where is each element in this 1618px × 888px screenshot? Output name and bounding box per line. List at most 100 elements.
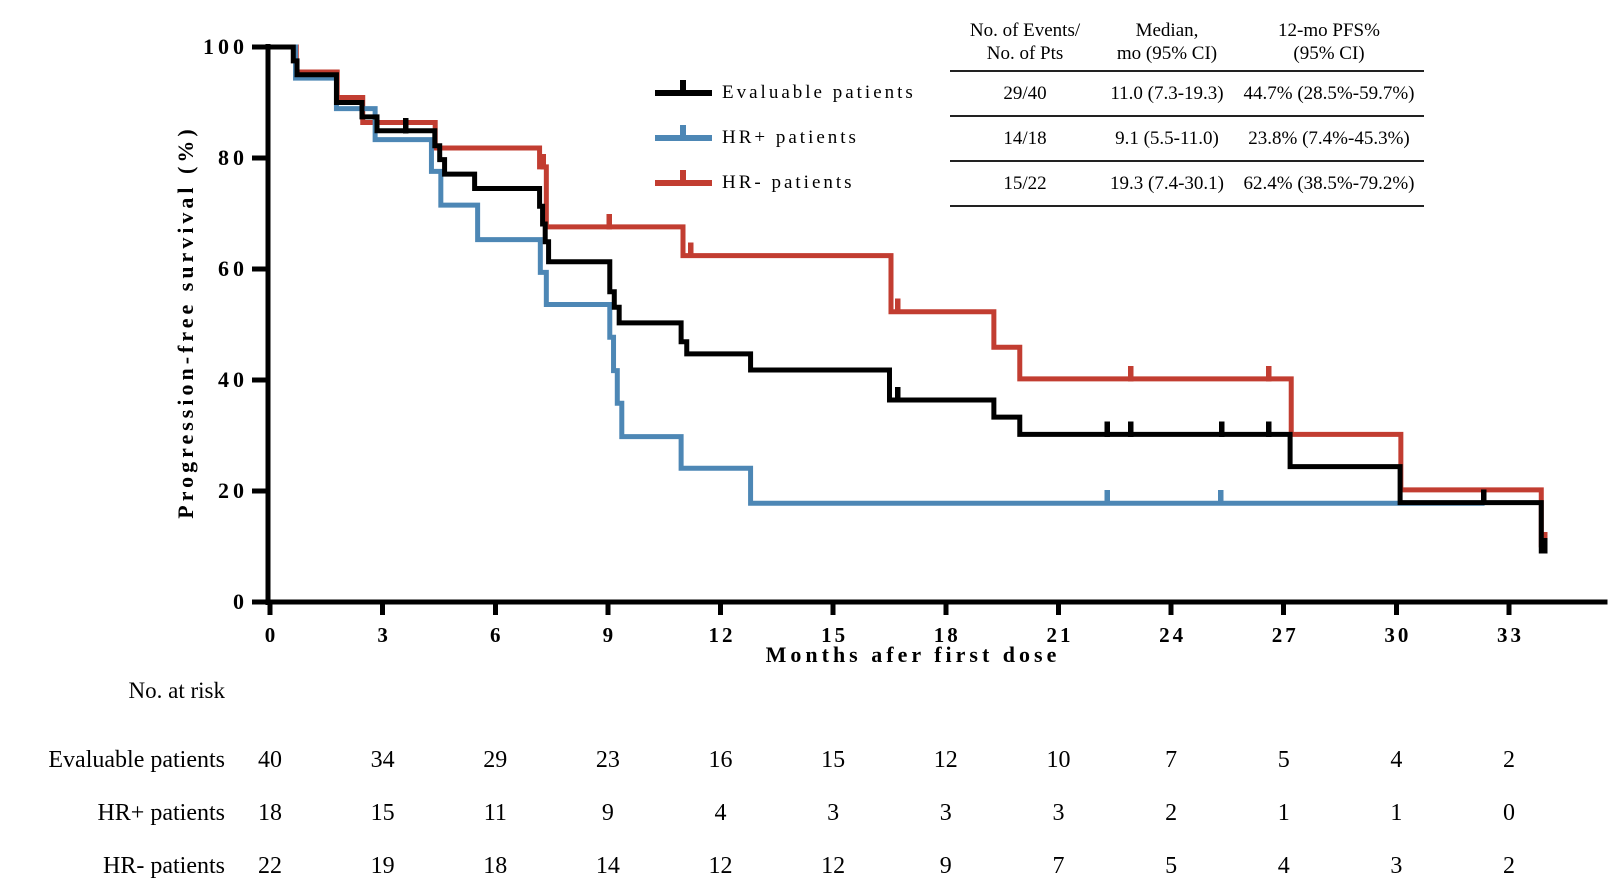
- y-axis-tick: [252, 155, 266, 161]
- legend-censor-tick-evaluable: [680, 80, 686, 93]
- legend-line-evaluable: [655, 90, 712, 96]
- legend-censor-tick-hr-positive: [680, 125, 686, 138]
- y-tick-label-100: 100: [203, 34, 248, 59]
- at-risk-row-label: Evaluable patients: [48, 747, 225, 773]
- censor-tick-evaluable: [1541, 537, 1548, 554]
- legend-label-hr-positive: HR+ patients: [722, 127, 859, 148]
- stats-cell: 14/18: [950, 116, 1100, 162]
- at-risk-count: 16: [708, 747, 733, 773]
- y-axis-tick: [252, 599, 266, 605]
- at-risk-count: 34: [370, 747, 395, 773]
- at-risk-count: 4: [1390, 747, 1403, 773]
- x-tick-label-27: 27: [1271, 623, 1299, 647]
- km-curve-hr-negative: [270, 44, 1546, 548]
- legend-censor-tick-hr-negative: [680, 170, 686, 183]
- censor-tick-hr-negative: [540, 153, 547, 170]
- stats-cell: 11.0 (7.3-19.3): [1100, 71, 1234, 117]
- km-curve-hr-positive: [270, 44, 1485, 506]
- censor-tick-hr-negative: [1127, 365, 1134, 382]
- x-tick-label-18: 18: [933, 623, 961, 647]
- x-axis-title: Months afer first dose: [765, 642, 1061, 667]
- at-risk-count: 4: [1277, 853, 1290, 879]
- at-risk-count: 5: [1277, 747, 1290, 773]
- x-axis-tick: [718, 602, 724, 615]
- km-curve-evaluable: [270, 44, 1546, 554]
- stats-header-1: No. of Events/No. of Pts: [950, 14, 1100, 72]
- stats-cell: 23.8% (7.4%-45.3%): [1234, 116, 1424, 162]
- censor-tick-hr-positive: [1217, 490, 1224, 506]
- at-risk-count: 9: [939, 853, 952, 879]
- x-axis-tick: [380, 602, 386, 615]
- y-tick-label-60: 60: [218, 256, 248, 281]
- at-risk-count: 15: [821, 747, 846, 773]
- stats-cell: 15/22: [950, 161, 1100, 207]
- at-risk-row-label: HR- patients: [103, 853, 225, 879]
- stats-cell: 9.1 (5.5-11.0): [1100, 116, 1234, 162]
- at-risk-count: 18: [258, 800, 282, 826]
- outcome-stats-table: No. of Events/No. of Pts Median, mo (95% C…: [950, 14, 1424, 207]
- at-risk-count: 7: [1052, 853, 1065, 879]
- at-risk-row-evaluable: Evaluable patients 40 34 29 23 16 15 12 10 7 5 4 2: [0, 743, 1618, 777]
- y-tick-label-0: 0: [233, 589, 248, 614]
- at-risk-count: 18: [483, 853, 508, 879]
- at-risk-count: 12: [933, 747, 958, 773]
- at-risk-count: 1: [1390, 800, 1403, 826]
- censor-tick-hr-negative: [606, 213, 613, 230]
- stats-cell: 29/40: [950, 71, 1100, 117]
- at-risk-count: 2: [1165, 800, 1178, 826]
- y-axis-title: Progression-free survival (%): [173, 125, 198, 519]
- y-axis-tick: [252, 488, 266, 494]
- at-risk-count: 2: [1502, 747, 1515, 773]
- legend-line-hr-negative: [655, 180, 712, 186]
- stats-cell: 19.3 (7.4-30.1): [1100, 161, 1234, 207]
- stats-table: No. of Events/No. of Pts Median, mo (95% C…: [950, 14, 1424, 207]
- x-axis-tick: [1055, 602, 1061, 615]
- x-tick-label-33: 33: [1496, 623, 1524, 647]
- x-axis-tick: [605, 602, 611, 615]
- at-risk-count: 19: [370, 853, 395, 879]
- x-tick-label-21: 21: [1046, 623, 1074, 647]
- x-axis-tick: [943, 602, 949, 615]
- legend-label-evaluable: Evaluable patients: [722, 82, 916, 103]
- censor-tick-evaluable: [895, 386, 901, 403]
- censor-tick-evaluable: [1265, 421, 1272, 437]
- stats-header-2: Median, mo (95% CI): [1100, 14, 1234, 72]
- stats-cell: 62.4% (38.5%-79.2%): [1234, 161, 1424, 207]
- legend-line-hr-positive: [655, 135, 712, 141]
- at-risk-count: 4: [714, 800, 727, 826]
- at-risk-count: 5: [1165, 853, 1178, 879]
- at-risk-count: 9: [601, 800, 614, 826]
- x-axis-tick: [1506, 602, 1512, 615]
- at-risk-row-hr-positive: HR+ patients 18 15 11 9 4 3 3 3 2 1 1 0: [0, 796, 1618, 830]
- at-risk-count: 11: [483, 800, 507, 826]
- censor-tick-evaluable: [1219, 421, 1225, 437]
- at-risk-count: 3: [1390, 853, 1403, 879]
- censor-tick-evaluable: [403, 117, 409, 134]
- at-risk-count: 40: [258, 747, 282, 773]
- stats-cell: 44.7% (28.5%-59.7%): [1234, 71, 1424, 117]
- censor-tick-evaluable: [1127, 421, 1134, 437]
- at-risk-count: 12: [708, 853, 733, 879]
- x-axis-tick: [1281, 602, 1287, 615]
- at-risk-count: 23: [595, 747, 620, 773]
- y-axis-tick: [252, 377, 266, 383]
- at-risk-row-label: HR+ patients: [97, 800, 225, 826]
- y-tick-label-80: 80: [218, 145, 248, 170]
- x-axis-tick: [1168, 602, 1174, 615]
- at-risk-count: 3: [1052, 800, 1065, 826]
- x-axis-tick: [830, 602, 836, 615]
- x-tick-label-6: 6: [490, 623, 504, 647]
- censor-tick-hr-negative: [1265, 365, 1272, 382]
- at-risk-count: 22: [258, 853, 282, 879]
- x-tick-label-12: 12: [708, 623, 736, 647]
- x-tick-label-15: 15: [821, 623, 849, 647]
- x-tick-label-24: 24: [1159, 623, 1187, 647]
- at-risk-count: 14: [595, 853, 620, 879]
- at-risk-count: 15: [370, 800, 395, 826]
- y-tick-label-40: 40: [218, 367, 248, 392]
- stats-row-evaluable: 29/40 11.0 (7.3-19.3) 44.7% (28.5%-59.7%): [950, 71, 1424, 117]
- at-risk-count: 0: [1502, 800, 1515, 826]
- censor-tick-hr-negative: [687, 242, 694, 259]
- legend-label-hr-negative: HR- patients: [722, 172, 855, 193]
